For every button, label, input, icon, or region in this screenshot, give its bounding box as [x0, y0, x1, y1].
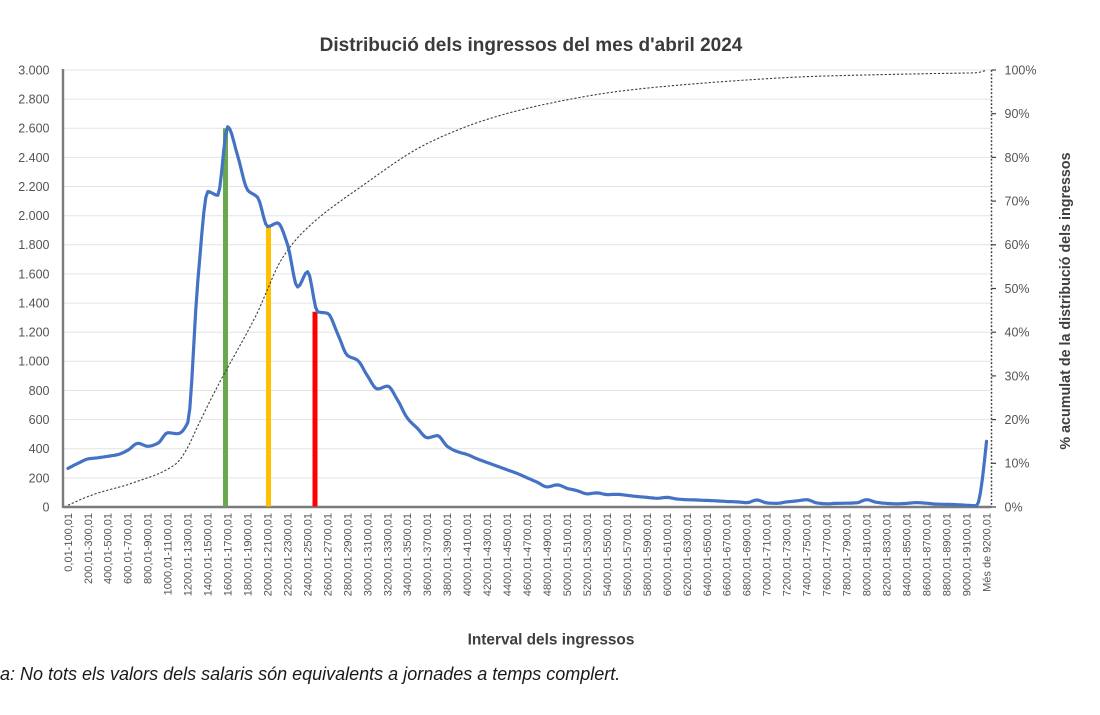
- svg-text:7600,01-7700,01: 7600,01-7700,01: [822, 513, 834, 596]
- svg-text:100%: 100%: [1005, 63, 1037, 77]
- svg-text:1400,01-1500,01: 1400,01-1500,01: [203, 513, 215, 596]
- svg-text:10%: 10%: [1005, 457, 1030, 471]
- svg-text:8800,01-8900,01: 8800,01-8900,01: [941, 513, 953, 596]
- svg-text:2200,01-2300,01: 2200,01-2300,01: [282, 513, 294, 596]
- svg-text:5200,01-5300,01: 5200,01-5300,01: [582, 513, 594, 596]
- svg-text:6200,01-6300,01: 6200,01-6300,01: [682, 513, 694, 596]
- svg-text:5400,01-5500,01: 5400,01-5500,01: [602, 513, 614, 596]
- svg-text:400,01-500,01: 400,01-500,01: [103, 513, 115, 584]
- svg-text:90%: 90%: [1005, 107, 1030, 121]
- svg-text:4200,01-4300,01: 4200,01-4300,01: [482, 513, 494, 596]
- svg-text:5800,01-5900,01: 5800,01-5900,01: [642, 513, 654, 596]
- svg-text:2.400: 2.400: [18, 151, 49, 165]
- svg-text:8000,01-8100,01: 8000,01-8100,01: [862, 513, 874, 596]
- svg-text:200,01-300,01: 200,01-300,01: [83, 513, 95, 584]
- svg-text:3.000: 3.000: [18, 63, 49, 77]
- svg-text:7400,01-7500,01: 7400,01-7500,01: [802, 513, 814, 596]
- svg-text:0: 0: [43, 500, 50, 514]
- svg-text:a: No tots els valors dels sal: a: No tots els valors dels salaris són e…: [0, 664, 620, 684]
- svg-text:400: 400: [29, 442, 50, 456]
- svg-text:800: 800: [29, 384, 50, 398]
- svg-text:3200,01-3300,01: 3200,01-3300,01: [382, 513, 394, 596]
- svg-text:4400,01-4500,01: 4400,01-4500,01: [502, 513, 514, 596]
- svg-text:2.600: 2.600: [18, 122, 49, 136]
- svg-text:50%: 50%: [1005, 282, 1030, 296]
- svg-text:1.600: 1.600: [18, 267, 49, 281]
- svg-text:1.800: 1.800: [18, 238, 49, 252]
- svg-text:2800,01-2900,01: 2800,01-2900,01: [342, 513, 354, 596]
- svg-text:1.200: 1.200: [18, 326, 49, 340]
- svg-text:3400,01-3500,01: 3400,01-3500,01: [402, 513, 414, 596]
- svg-text:800,01-900,01: 800,01-900,01: [143, 513, 155, 584]
- svg-text:6600,01-6700,01: 6600,01-6700,01: [722, 513, 734, 596]
- svg-text:2600,01-2700,01: 2600,01-2700,01: [322, 513, 334, 596]
- svg-text:4000,01-4100,01: 4000,01-4100,01: [462, 513, 474, 596]
- svg-text:70%: 70%: [1005, 195, 1030, 209]
- svg-text:5600,01-5700,01: 5600,01-5700,01: [622, 513, 634, 596]
- svg-text:7000,01-7100,01: 7000,01-7100,01: [762, 513, 774, 596]
- svg-text:600,01-700,01: 600,01-700,01: [123, 513, 135, 584]
- svg-text:6000,01-6100,01: 6000,01-6100,01: [662, 513, 674, 596]
- svg-text:2400,01-2500,01: 2400,01-2500,01: [302, 513, 314, 596]
- svg-text:1.400: 1.400: [18, 297, 49, 311]
- svg-text:600: 600: [29, 413, 50, 427]
- svg-text:2.000: 2.000: [18, 209, 49, 223]
- svg-text:3800,01-3900,01: 3800,01-3900,01: [442, 513, 454, 596]
- svg-text:8600,01-8700,01: 8600,01-8700,01: [921, 513, 933, 596]
- svg-text:Més de 9200,01: Més de 9200,01: [981, 513, 993, 592]
- svg-text:Distribució dels ingressos del: Distribució dels ingressos del mes d'abr…: [320, 35, 743, 56]
- svg-text:0,01-100,01: 0,01-100,01: [63, 513, 75, 572]
- svg-text:1200,01-1300,01: 1200,01-1300,01: [183, 513, 195, 596]
- svg-text:1000,01-1100,01: 1000,01-1100,01: [163, 513, 175, 595]
- svg-text:3000,01-3100,01: 3000,01-3100,01: [362, 513, 374, 596]
- svg-text:2.200: 2.200: [18, 180, 49, 194]
- svg-text:3600,01-3700,01: 3600,01-3700,01: [422, 513, 434, 596]
- svg-text:1.000: 1.000: [18, 355, 49, 369]
- svg-text:6400,01-6500,01: 6400,01-6500,01: [702, 513, 714, 596]
- svg-text:8200,01-8300,01: 8200,01-8300,01: [882, 513, 894, 596]
- svg-text:20%: 20%: [1005, 413, 1030, 427]
- svg-text:80%: 80%: [1005, 151, 1030, 165]
- svg-text:9000,01-9100,01: 9000,01-9100,01: [961, 513, 973, 596]
- svg-text:0%: 0%: [1005, 500, 1023, 514]
- svg-text:60%: 60%: [1005, 238, 1030, 252]
- svg-text:Interval dels ingressos: Interval dels ingressos: [468, 631, 635, 648]
- svg-text:6800,01-6900,01: 6800,01-6900,01: [742, 513, 754, 596]
- svg-text:7200,01-7300,01: 7200,01-7300,01: [782, 513, 794, 596]
- svg-text:% acumulat de la distribució: % acumulat de la distribució dels ingres…: [1058, 152, 1074, 449]
- svg-text:4800,01-4900,01: 4800,01-4900,01: [542, 513, 554, 596]
- svg-text:1800,01-1900,01: 1800,01-1900,01: [242, 513, 254, 596]
- svg-text:2000,01-2100,01: 2000,01-2100,01: [263, 513, 275, 596]
- svg-text:8400,01-8500,01: 8400,01-8500,01: [901, 513, 913, 596]
- svg-text:30%: 30%: [1005, 369, 1030, 383]
- svg-text:200: 200: [29, 471, 50, 485]
- svg-text:1600,01-1700,01: 1600,01-1700,01: [222, 513, 234, 596]
- svg-text:40%: 40%: [1005, 326, 1030, 340]
- svg-text:4600,01-4700,01: 4600,01-4700,01: [522, 513, 534, 596]
- svg-text:5000,01-5100,01: 5000,01-5100,01: [562, 513, 574, 596]
- svg-text:7800,01-7900,01: 7800,01-7900,01: [842, 513, 854, 596]
- svg-text:2.800: 2.800: [18, 93, 49, 107]
